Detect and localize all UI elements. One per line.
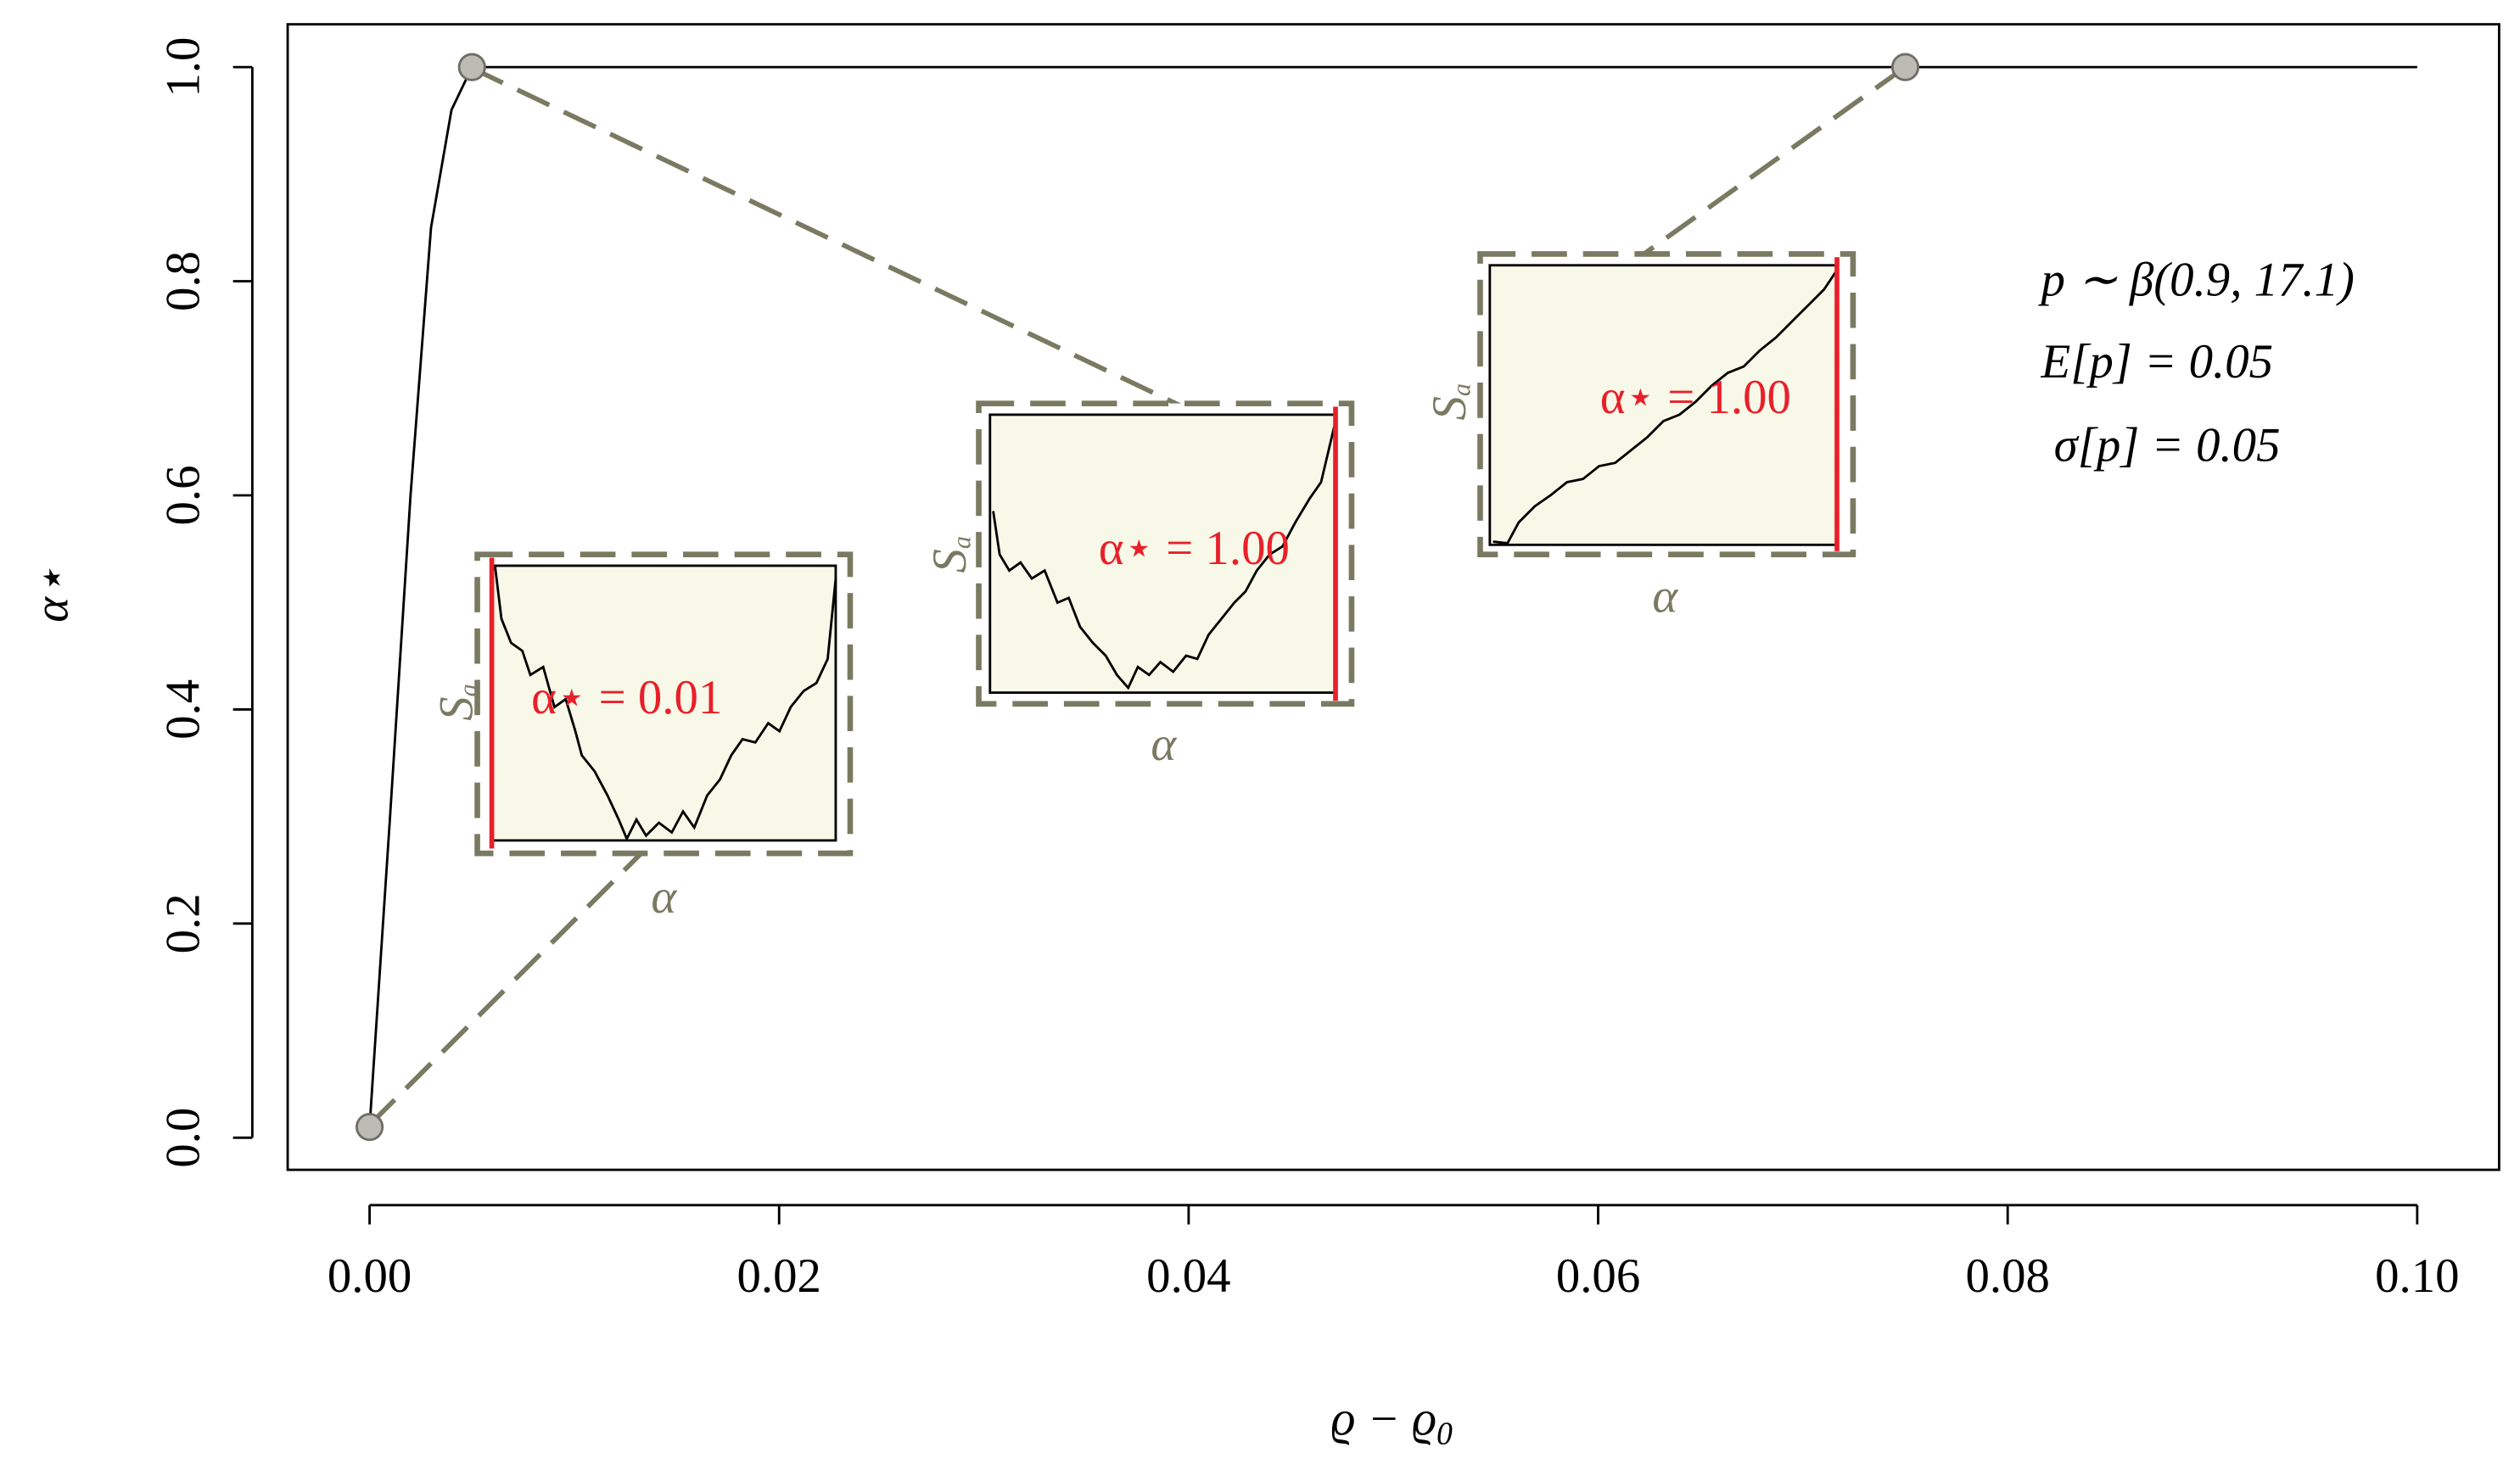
- inset-xlabel: α: [1151, 718, 1177, 771]
- inset-1: α⋆ = 0.01 Sa α: [430, 551, 854, 924]
- inset-ylabel-sub: a: [1448, 383, 1476, 396]
- x-axis-label-main: ϱ − ϱ: [1331, 1392, 1436, 1445]
- x-axis-label-sub: 0: [1436, 1416, 1453, 1451]
- y-tick-label: 0.0: [157, 1108, 210, 1168]
- x-tick-label: 0.02: [737, 1249, 821, 1303]
- inset-panel: [988, 413, 1337, 695]
- x-axis-label: ϱ − ϱ0: [1331, 1392, 1453, 1451]
- inset-2: α⋆ = 1.00 Sa α: [923, 400, 1355, 771]
- inset-ylabel: Sa: [923, 536, 977, 573]
- x-tick-label: 0.04: [1146, 1249, 1230, 1303]
- highlight-point: [1890, 53, 1920, 81]
- annotation: σ[p] = 0.05: [2054, 419, 2281, 472]
- inset-label: α⋆ = 0.01: [531, 671, 722, 724]
- annotation: p ∼ β(0.9, 17.1): [2038, 254, 2355, 307]
- x-tick-label: 0.00: [328, 1249, 412, 1303]
- y-tick-label: 0.6: [157, 465, 210, 525]
- inset-label: α⋆ = 1.00: [1099, 522, 1290, 575]
- inset-curve: [1492, 269, 1839, 545]
- inset-ylabel: Sa: [430, 684, 484, 721]
- connector: [367, 841, 653, 1127]
- inset-ylabel-main: S: [923, 549, 977, 573]
- y-tick-label: 1.0: [157, 37, 210, 98]
- y-tick-label: 0.8: [157, 251, 210, 311]
- inset-3: α⋆ = 1.00 Sa α: [1423, 251, 1856, 623]
- inset-label: α⋆ = 1.00: [1600, 371, 1791, 424]
- inset-panel: [490, 564, 837, 842]
- inset-xlabel: α: [1652, 570, 1678, 623]
- plot-frame: [286, 23, 2500, 1171]
- inset-ylabel-main: S: [1423, 396, 1476, 420]
- y-tick-label: 0.4: [157, 679, 210, 740]
- inset-ylabel-sub: a: [947, 536, 976, 549]
- highlight-point: [356, 1113, 384, 1142]
- insets: [367, 65, 1907, 1127]
- connector: [469, 65, 1190, 412]
- inset-curve: [493, 565, 837, 842]
- x-tick-label: 0.06: [1556, 1249, 1640, 1303]
- inset-ylabel-sub: a: [454, 684, 483, 696]
- x-tick-label: 0.08: [1965, 1249, 2049, 1303]
- inset-curve: [992, 421, 1337, 690]
- highlight-point: [457, 53, 486, 81]
- inset-ylabel-main: S: [430, 696, 484, 720]
- y-axis-label: α⋆: [25, 567, 78, 622]
- y-tick-label: 0.2: [157, 893, 210, 953]
- inset-ylabel: Sa: [1423, 383, 1476, 421]
- x-tick-label: 0.10: [2375, 1249, 2459, 1303]
- inset-xlabel: α: [651, 870, 677, 924]
- annotation: E[p] = 0.05: [2041, 335, 2273, 388]
- connector: [1638, 65, 1907, 260]
